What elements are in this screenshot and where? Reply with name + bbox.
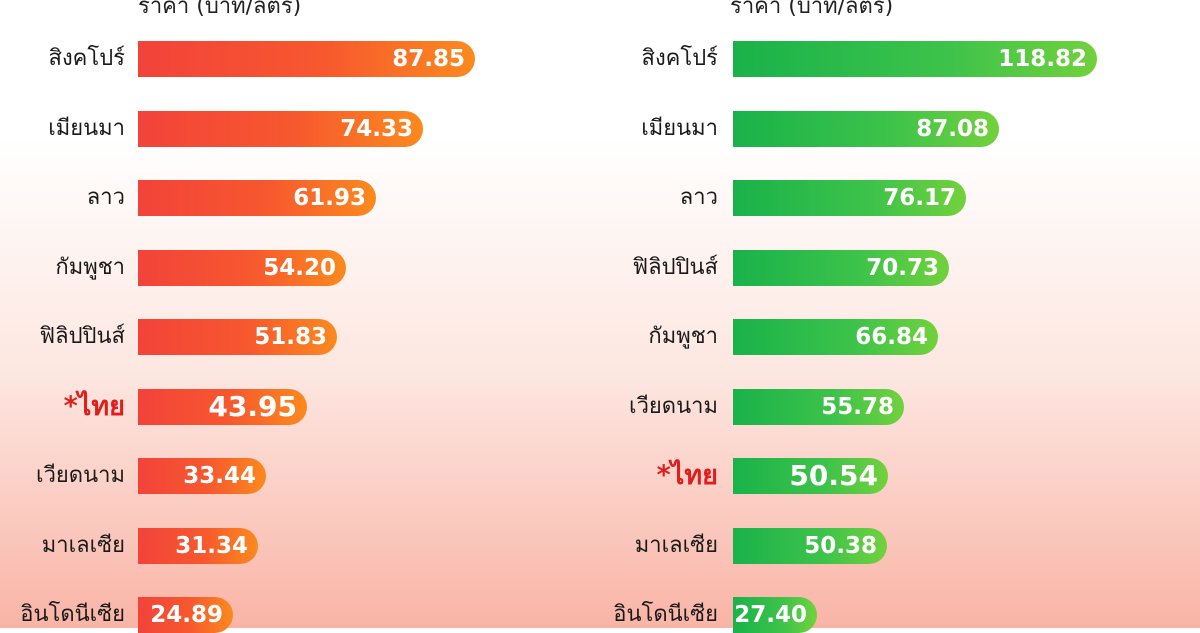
left-bar: 43.95 — [138, 389, 307, 425]
left-bar-value-label: 33.44 — [183, 463, 256, 489]
left-category-label: *ไทย — [63, 391, 125, 422]
left-bar: 74.33 — [138, 111, 423, 147]
left-bar-value-label: 61.93 — [293, 185, 366, 211]
left-axis-title: ราคา (บาท/ลิตร) — [138, 0, 302, 19]
right-bar-value-label: 27.40 — [734, 602, 807, 628]
left-category-label: กัมพูชา — [55, 255, 125, 280]
right-bar-value-label: 50.54 — [789, 459, 878, 492]
left-bar-value-label: 51.83 — [254, 324, 327, 350]
right-category-label: กัมพูชา — [648, 324, 718, 349]
right-bar-value-label: 118.82 — [998, 46, 1087, 72]
left-category-label: ลาว — [86, 185, 125, 210]
left-bar: 33.44 — [138, 458, 266, 494]
right-category-label: สิงคโปร์ — [641, 46, 718, 71]
left-bar-value-label: 43.95 — [208, 390, 297, 423]
right-bar: 27.40 — [733, 597, 817, 633]
left-bar-chart: ราคา (บาท/ลิตร) สิงคโปร์ 87.85 เมียนมา 74.3… — [0, 0, 600, 633]
left-bar-value-label: 31.34 — [175, 533, 248, 559]
left-category-label: ฟิลิปปินส์ — [39, 324, 125, 349]
right-bar-value-label: 70.73 — [866, 255, 939, 281]
right-category-label: ฟิลิปปินส์ — [632, 255, 718, 280]
left-bar-value-label: 24.89 — [150, 602, 223, 628]
right-bar: 118.82 — [733, 41, 1097, 77]
left-category-label: สิงคโปร์ — [48, 46, 125, 71]
right-bar: 76.17 — [733, 180, 966, 216]
left-bar: 54.20 — [138, 250, 346, 286]
right-axis-title: ราคา (บาท/ลิตร) — [730, 0, 894, 19]
left-bar: 31.34 — [138, 528, 258, 564]
left-category-label: เมียนมา — [48, 116, 125, 141]
left-bar: 51.83 — [138, 319, 337, 355]
left-bar: 87.85 — [138, 41, 475, 77]
right-category-label: มาเลเซีย — [634, 533, 718, 558]
left-bar: 24.89 — [138, 597, 233, 633]
right-bar: 70.73 — [733, 250, 949, 286]
left-category-label: มาเลเซีย — [41, 533, 125, 558]
left-bar-value-label: 87.85 — [392, 46, 465, 72]
right-bar-value-label: 50.38 — [804, 533, 877, 559]
left-bar-value-label: 54.20 — [263, 255, 336, 281]
left-bar-value-label: 74.33 — [340, 116, 413, 142]
left-category-label: อินโดนีเซีย — [20, 602, 125, 627]
right-bar: 55.78 — [733, 389, 904, 425]
left-category-label: เวียดนาม — [36, 463, 125, 488]
right-category-label: อินโดนีเซีย — [613, 602, 718, 627]
right-category-label: เวียดนาม — [629, 394, 718, 419]
right-bar-value-label: 87.08 — [916, 116, 989, 142]
right-bar: 50.54 — [733, 458, 888, 494]
right-bar-chart: ราคา (บาท/ลิตร) สิงคโปร์ 118.82 เมียนมา 87.… — [600, 0, 1200, 633]
left-bar: 61.93 — [138, 180, 376, 216]
right-category-label: ลาว — [679, 185, 718, 210]
right-bar-value-label: 55.78 — [821, 394, 894, 420]
right-bar: 87.08 — [733, 111, 999, 147]
right-bar-value-label: 76.17 — [883, 185, 956, 211]
right-category-label: เมียนมา — [641, 116, 718, 141]
right-bar: 66.84 — [733, 319, 938, 355]
right-bar-value-label: 66.84 — [855, 324, 928, 350]
right-bar: 50.38 — [733, 528, 887, 564]
right-category-label: *ไทย — [656, 460, 718, 491]
